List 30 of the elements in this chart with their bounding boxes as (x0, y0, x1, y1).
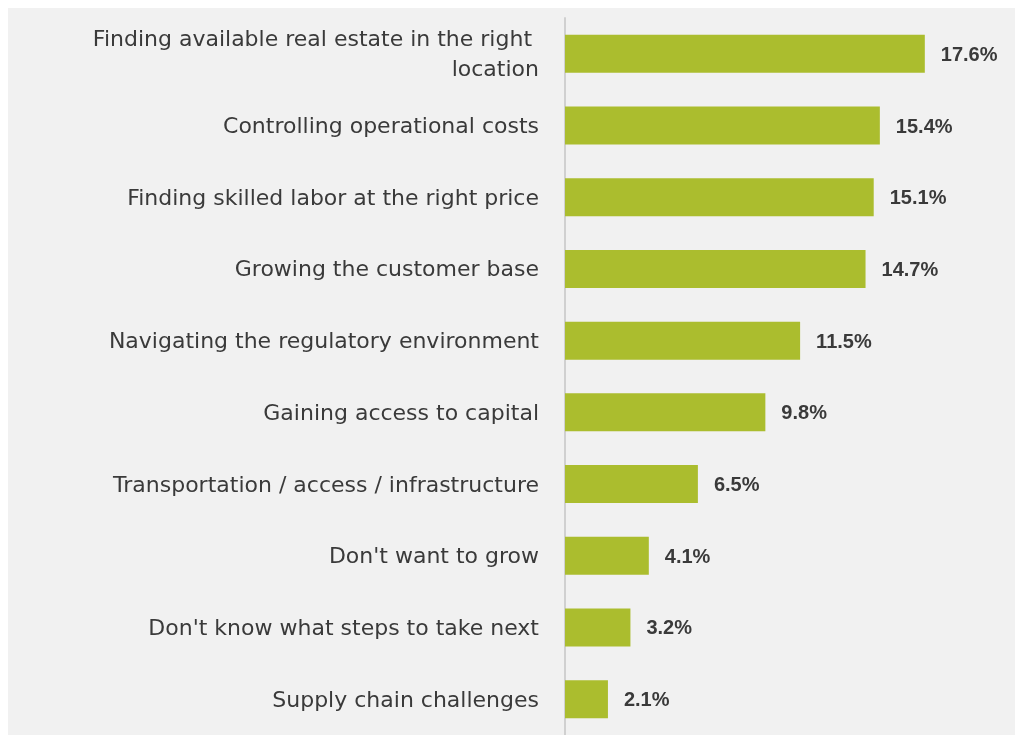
bar (565, 178, 874, 217)
data-label: 15.4% (895, 114, 953, 137)
bar (565, 321, 801, 360)
data-label: 3.2% (646, 616, 693, 639)
bar (565, 106, 880, 145)
bar (565, 393, 766, 432)
y-tick-label: Navigating the regulatory environment (108, 328, 540, 354)
y-tick-label: Gaining access to capital (263, 399, 539, 425)
data-label: 4.1% (664, 544, 711, 567)
data-label: 9.8% (781, 401, 828, 424)
bar (565, 536, 649, 575)
bar (565, 608, 631, 647)
data-label: 15.1% (889, 186, 947, 209)
data-label: 2.1% (623, 688, 670, 711)
y-tick-label: Don't know what steps to take next (148, 614, 540, 640)
data-label: 11.5% (816, 329, 872, 352)
y-tick-label: Supply chain challenges (272, 686, 539, 712)
y-tick-label: Transportation / access / infrastructure (112, 471, 539, 497)
y-tick-label: Don't want to grow (328, 543, 539, 569)
y-tick-label: Finding available real estate in the right location (92, 26, 539, 82)
bar (565, 680, 608, 719)
bar (565, 34, 925, 73)
data-label: 17.6% (940, 42, 998, 65)
data-label: 14.7% (881, 257, 939, 280)
data-label: 6.5% (713, 473, 760, 496)
y-tick-label: Finding skilled labor at the right price (127, 184, 539, 210)
y-tick-label: Controlling operational costs (223, 113, 539, 139)
bar (565, 249, 866, 288)
y-tick-label: Growing the customer base (234, 256, 539, 282)
bar (565, 465, 698, 504)
